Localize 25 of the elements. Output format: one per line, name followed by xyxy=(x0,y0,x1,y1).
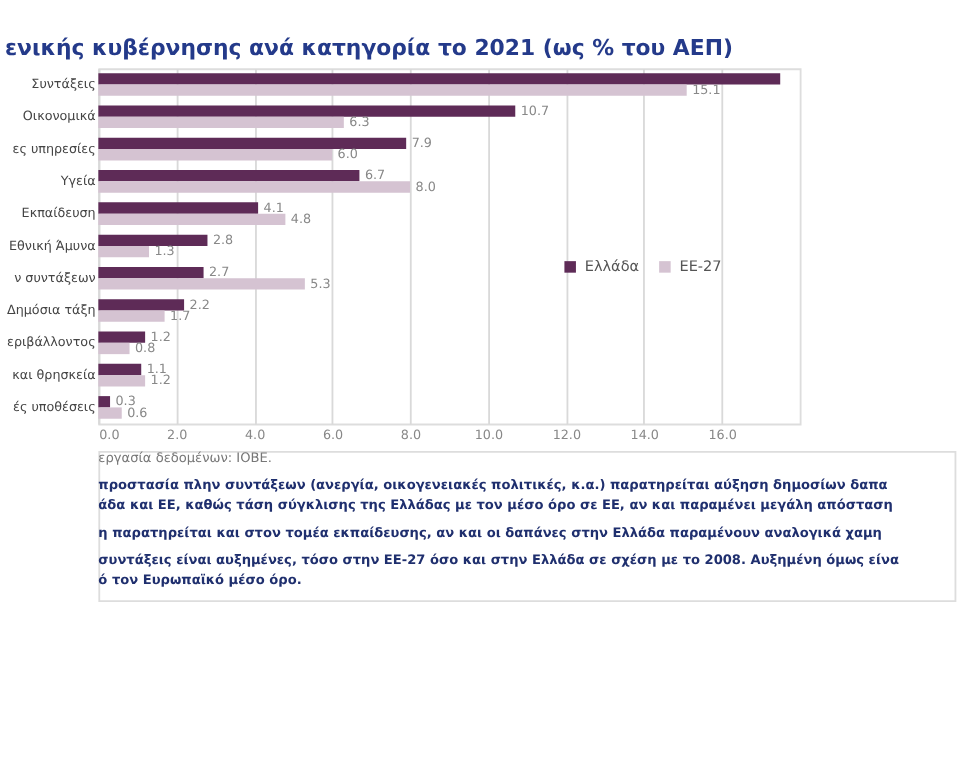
bar xyxy=(98,213,286,225)
bar xyxy=(98,149,333,161)
bar xyxy=(98,73,781,85)
bar xyxy=(98,375,146,387)
bar xyxy=(98,266,204,279)
bar xyxy=(98,342,130,355)
legend-label: Ελλάδα xyxy=(584,256,640,275)
bar xyxy=(98,299,185,311)
chart-title: ενικής κυβέρνησης ανά κατηγορία το 2021 (ως % του ΑΕΠ) xyxy=(4,34,733,61)
bar xyxy=(98,202,259,214)
bar xyxy=(98,245,150,258)
bar xyxy=(98,234,208,246)
bar xyxy=(98,105,516,117)
bar xyxy=(98,181,411,193)
bar xyxy=(98,278,305,290)
bar xyxy=(98,84,687,96)
legend-label: ΕΕ-27 xyxy=(679,256,722,275)
bar xyxy=(98,137,407,150)
bar xyxy=(98,363,142,376)
bar xyxy=(98,331,146,343)
bar xyxy=(98,407,122,419)
bar xyxy=(98,170,360,182)
bar xyxy=(98,396,111,408)
bar xyxy=(98,116,344,129)
bar xyxy=(98,310,165,322)
